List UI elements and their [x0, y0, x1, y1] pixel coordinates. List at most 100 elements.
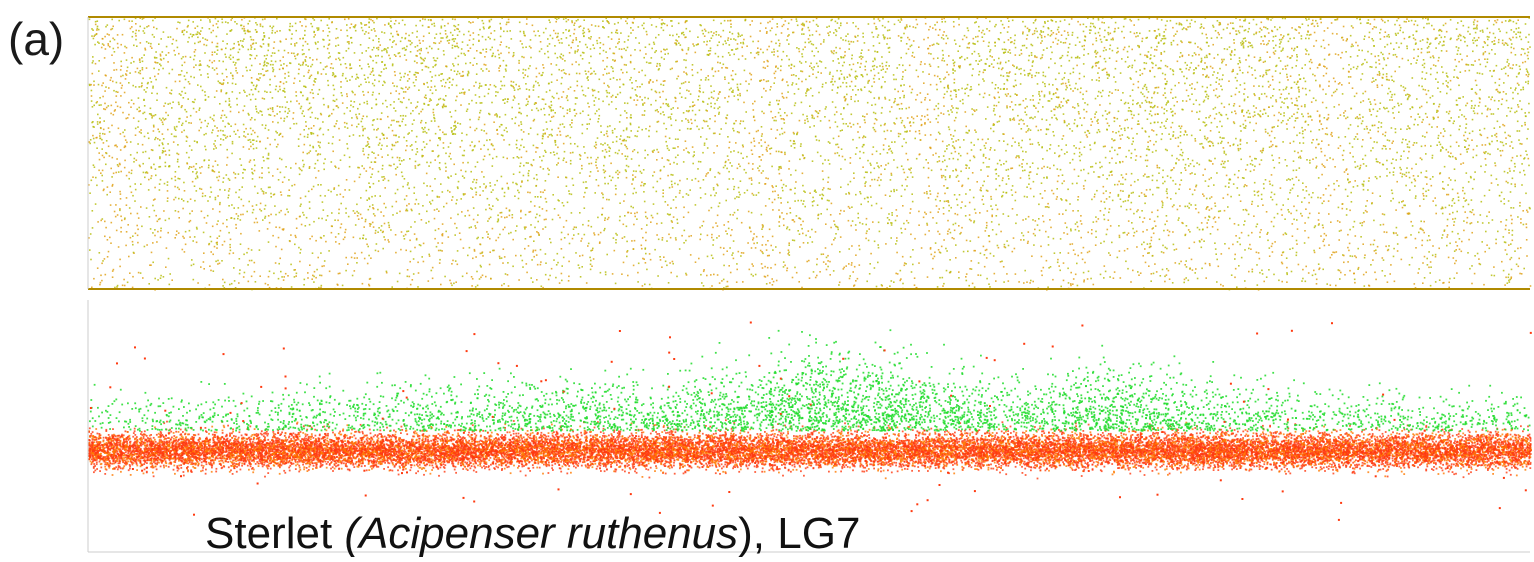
- top-point: [677, 146, 679, 148]
- top-point: [1095, 244, 1097, 246]
- top-point: [956, 176, 958, 178]
- top-point: [1281, 101, 1283, 103]
- top-point: [308, 72, 310, 74]
- top-point: [399, 160, 401, 162]
- top-point: [780, 70, 782, 72]
- top-point: [282, 68, 284, 70]
- top-point: [937, 286, 939, 288]
- top-point: [331, 113, 333, 115]
- top-point: [156, 28, 158, 30]
- top-point: [1523, 49, 1525, 51]
- top-point: [445, 33, 447, 35]
- top-point: [1172, 231, 1174, 233]
- top-point: [104, 103, 106, 105]
- top-point: [1049, 93, 1051, 95]
- top-point: [550, 101, 552, 103]
- top-point: [588, 29, 590, 31]
- top-point: [1083, 247, 1085, 249]
- top-point: [688, 49, 690, 51]
- top-point: [405, 33, 407, 35]
- top-point: [525, 46, 527, 48]
- top-point: [1386, 232, 1388, 234]
- top-point: [1422, 240, 1424, 242]
- top-point: [838, 27, 840, 29]
- top-point: [774, 199, 776, 201]
- top-point: [1419, 205, 1421, 207]
- top-point: [318, 141, 320, 143]
- top-point: [677, 184, 679, 186]
- top-point: [1144, 248, 1146, 250]
- top-point: [453, 65, 455, 67]
- top-point: [1444, 166, 1446, 168]
- top-point: [354, 52, 356, 54]
- top-point: [1380, 52, 1382, 54]
- top-point: [724, 20, 726, 22]
- top-point: [950, 109, 952, 111]
- top-point: [727, 286, 729, 288]
- top-point: [125, 118, 127, 120]
- top-point: [298, 247, 300, 249]
- top-point: [1287, 56, 1289, 58]
- top-point: [1435, 213, 1437, 215]
- top-point: [235, 133, 237, 135]
- top-point: [342, 102, 344, 104]
- top-point: [688, 236, 690, 238]
- top-point: [1422, 119, 1424, 121]
- top-point: [346, 123, 348, 125]
- top-point: [122, 75, 124, 77]
- top-point: [340, 64, 342, 66]
- top-point: [1438, 57, 1440, 59]
- top-point: [1265, 72, 1267, 74]
- top-point: [262, 68, 264, 70]
- top-point: [452, 45, 454, 47]
- top-point: [498, 218, 500, 220]
- top-point: [1098, 19, 1100, 21]
- top-point: [592, 90, 594, 92]
- top-point: [235, 67, 237, 69]
- top-point: [770, 30, 772, 32]
- top-point: [109, 41, 111, 43]
- top-point: [927, 114, 929, 116]
- top-point: [840, 113, 842, 115]
- top-point: [1010, 52, 1012, 54]
- top-point: [1137, 45, 1139, 47]
- top-point: [1272, 127, 1274, 129]
- top-point: [107, 33, 109, 35]
- top-point: [1393, 171, 1395, 173]
- top-point: [498, 67, 500, 69]
- top-point: [957, 108, 959, 110]
- top-point: [1131, 114, 1133, 116]
- top-point: [389, 39, 391, 41]
- top-point: [835, 107, 837, 109]
- top-point: [594, 90, 596, 92]
- top-point: [588, 220, 590, 222]
- top-point: [699, 85, 701, 87]
- top-point: [542, 72, 544, 74]
- top-point: [1049, 124, 1051, 126]
- top-point: [1298, 89, 1300, 91]
- top-point: [670, 69, 672, 71]
- top-point: [746, 156, 748, 158]
- top-point: [654, 52, 656, 54]
- top-point: [1322, 89, 1324, 91]
- top-point: [108, 34, 110, 36]
- top-point: [1145, 84, 1147, 86]
- top-point: [1008, 26, 1010, 28]
- top-point: [325, 241, 327, 243]
- top-point: [1507, 59, 1509, 61]
- top-point: [1476, 93, 1478, 95]
- top-point: [1076, 65, 1078, 67]
- top-point: [192, 181, 194, 183]
- top-point: [1075, 83, 1077, 85]
- top-point: [220, 117, 222, 119]
- top-point: [239, 189, 241, 191]
- top-point: [937, 196, 939, 198]
- top-point: [291, 33, 293, 35]
- top-point: [386, 50, 388, 52]
- top-point: [422, 69, 424, 71]
- top-point: [843, 268, 845, 270]
- top-point: [206, 45, 208, 47]
- top-point: [321, 218, 323, 220]
- top-point: [1171, 44, 1173, 46]
- top-point: [165, 266, 167, 268]
